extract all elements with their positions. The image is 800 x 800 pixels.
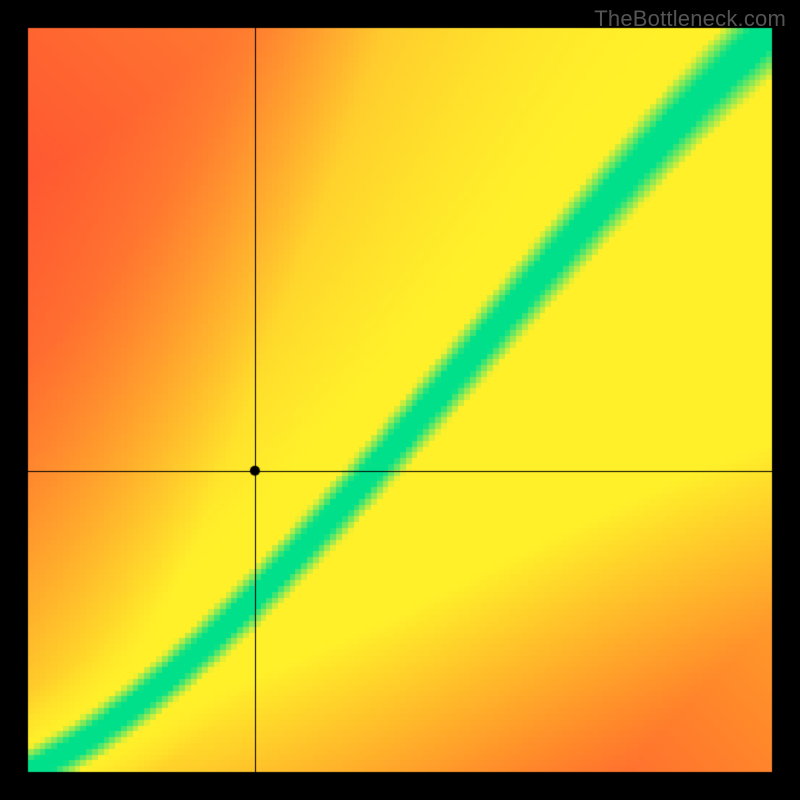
chart-container: TheBottleneck.com bbox=[0, 0, 800, 800]
bottleneck-heatmap bbox=[0, 0, 800, 800]
watermark-text: TheBottleneck.com bbox=[594, 6, 786, 32]
